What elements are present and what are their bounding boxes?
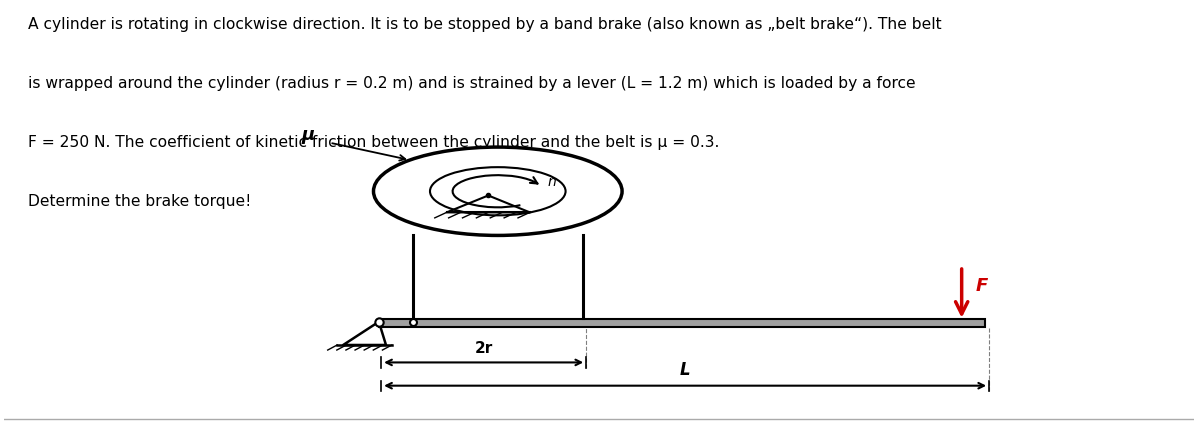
Bar	[379, 319, 985, 327]
Text: L: L	[680, 360, 690, 378]
Text: F = 250 N. The coefficient of kinetic friction between the cylinder and the belt: F = 250 N. The coefficient of kinetic fr…	[28, 135, 719, 150]
Text: Determine the brake torque!: Determine the brake torque!	[28, 194, 251, 209]
Circle shape	[373, 148, 622, 236]
Text: 2r: 2r	[474, 340, 493, 355]
Text: A cylinder is rotating in clockwise direction. It is to be stopped by a band bra: A cylinder is rotating in clockwise dire…	[28, 17, 942, 32]
Text: n: n	[547, 174, 557, 188]
Text: is wrapped around the cylinder (radius r = 0.2 m) and is strained by a lever (L : is wrapped around the cylinder (radius r…	[28, 76, 916, 91]
Text: μ: μ	[301, 126, 314, 144]
Text: F: F	[976, 276, 988, 294]
